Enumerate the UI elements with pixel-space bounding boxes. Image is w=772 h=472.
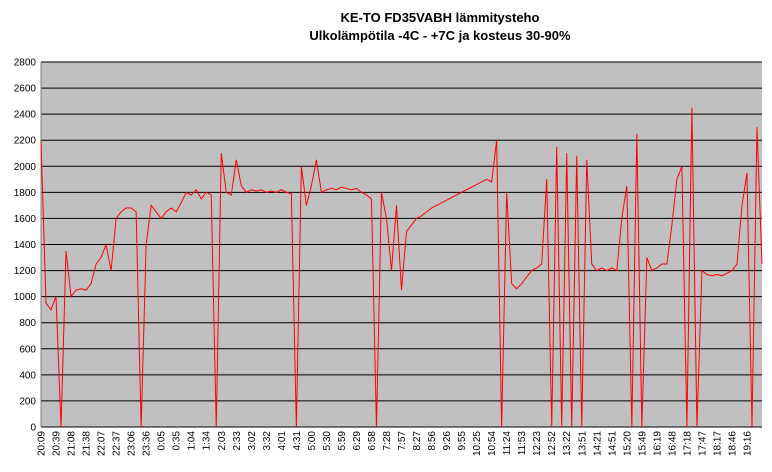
y-tick-label: 0 <box>30 423 36 434</box>
y-tick-label: 2800 <box>14 58 37 69</box>
x-tick-label: 12:52 <box>547 431 558 456</box>
x-tick-label: 9:26 <box>442 431 453 451</box>
x-tick-label: 16:48 <box>667 431 678 456</box>
y-tick-label: 2400 <box>14 110 37 121</box>
x-tick-label: 23:36 <box>142 431 153 456</box>
x-tick-label: 2:33 <box>232 431 243 451</box>
x-tick-label: 18:46 <box>727 431 738 456</box>
y-tick-label: 2200 <box>14 136 37 147</box>
x-tick-label: 1:04 <box>187 431 198 451</box>
x-tick-label: 11:53 <box>517 431 528 456</box>
x-tick-label: 22:07 <box>97 431 108 456</box>
y-tick-label: 1800 <box>14 188 37 199</box>
x-tick-label: 21:08 <box>67 431 78 456</box>
x-tick-label: 8:27 <box>412 431 423 451</box>
x-tick-label: 3:32 <box>262 431 273 451</box>
x-tick-label: 17:18 <box>682 431 693 456</box>
x-tick-label: 6:58 <box>367 431 378 451</box>
x-tick-label: 18:17 <box>712 431 723 456</box>
x-tick-label: 5:30 <box>322 431 333 451</box>
x-tick-label: 10:54 <box>487 431 498 456</box>
x-tick-label: 11:24 <box>502 431 513 456</box>
x-tick-label: 22:37 <box>112 431 123 456</box>
y-tick-label: 2600 <box>14 84 37 95</box>
chart-subtitle: Ulkolämpötila -4C - +7C ja kosteus 30-90… <box>309 28 571 43</box>
x-tick-label: 5:00 <box>307 431 318 451</box>
y-tick-label: 1000 <box>14 292 37 303</box>
x-tick-label: 4:31 <box>292 431 303 451</box>
y-tick-label: 1400 <box>14 240 37 251</box>
x-tick-label: 14:51 <box>607 431 618 456</box>
x-tick-label: 20:39 <box>52 431 63 456</box>
x-tick-label: 7:28 <box>382 431 393 451</box>
x-tick-label: 14:21 <box>592 431 603 456</box>
x-tick-label: 8:56 <box>427 431 438 451</box>
x-tick-label: 17:47 <box>697 431 708 456</box>
y-tick-label: 2000 <box>14 162 37 173</box>
x-tick-label: 15:20 <box>622 431 633 456</box>
x-tick-label: 5:59 <box>337 431 348 451</box>
x-tick-label: 15:49 <box>637 431 648 456</box>
x-tick-label: 16:19 <box>652 431 663 456</box>
x-tick-label: 7:57 <box>397 431 408 451</box>
y-tick-label: 400 <box>19 370 36 381</box>
x-tick-label: 2:03 <box>217 431 228 451</box>
x-tick-label: 19:16 <box>742 431 753 456</box>
chart-title: KE-TO FD35VABH lämmitysteho <box>341 10 540 25</box>
y-tick-label: 1200 <box>14 266 37 277</box>
x-tick-label: 0:35 <box>172 431 183 451</box>
x-tick-label: 1:34 <box>202 431 213 451</box>
x-tick-label: 4:01 <box>277 431 288 451</box>
data-line <box>40 107 763 428</box>
x-tick-label: 13:51 <box>577 431 588 456</box>
x-tick-label: 21:38 <box>82 431 93 456</box>
y-tick-label: 1600 <box>14 214 37 225</box>
x-tick-label: 10:25 <box>472 431 483 456</box>
x-tick-label: 23:06 <box>127 431 138 456</box>
x-tick-label: 13:22 <box>562 431 573 456</box>
x-tick-label: 12:23 <box>532 431 543 456</box>
x-tick-label: 20:09 <box>37 431 48 456</box>
y-tick-label: 200 <box>19 396 36 407</box>
x-tick-label: 0:05 <box>157 431 168 451</box>
x-tick-label: 3:02 <box>247 431 258 451</box>
x-tick-label: 6:29 <box>352 431 363 451</box>
y-tick-label: 600 <box>19 344 36 355</box>
x-tick-label: 9:55 <box>457 431 468 451</box>
y-tick-label: 800 <box>19 318 36 329</box>
